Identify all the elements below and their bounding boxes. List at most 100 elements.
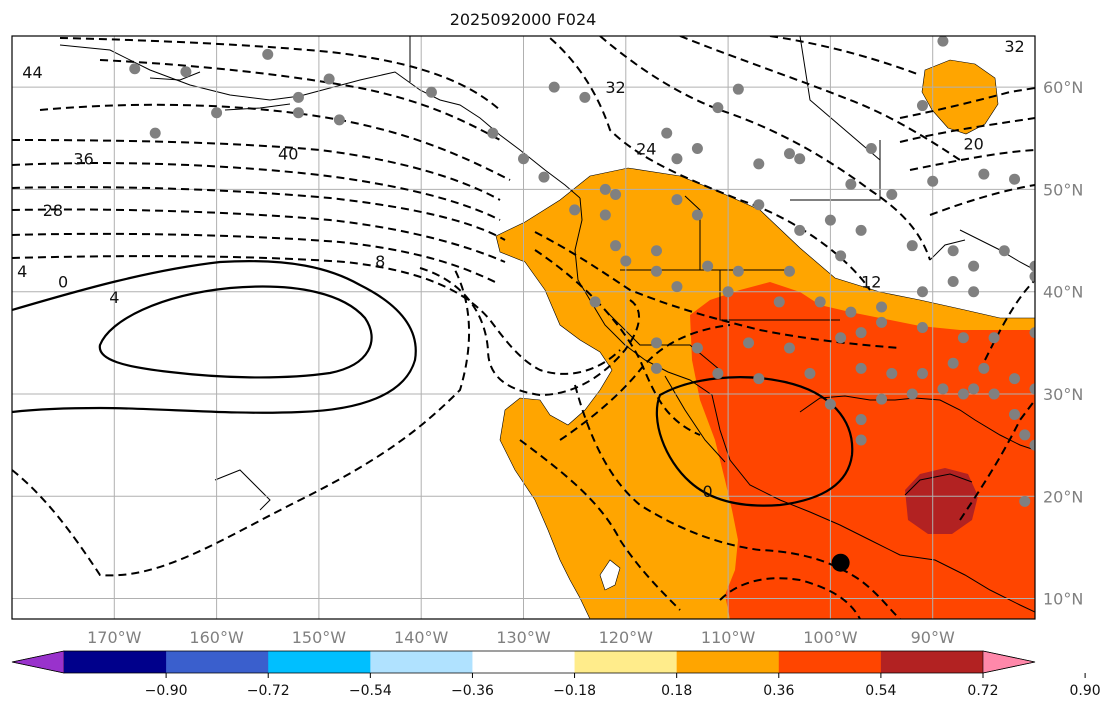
station-dot (569, 204, 581, 216)
station-dot (538, 171, 550, 183)
contour-label-13: 0 (703, 482, 713, 501)
station-dot (855, 327, 867, 339)
latitude-labels: 10°N 20°N 30°N 40°N 50°N 60°N (1043, 78, 1083, 608)
colorbar-tick-label-4: −0.18 (553, 683, 596, 699)
colorbar-extend-low (11, 650, 65, 674)
colorbar-tick-label-3: −0.36 (451, 683, 494, 699)
station-dot (753, 373, 765, 385)
colorbar-tick-label-7: 0.54 (865, 683, 896, 699)
lat-label-4: 50°N (1043, 180, 1083, 199)
colorbar: −0.90 −0.72 −0.54 −0.36 −0.18 0.18 0.36 0.54 0.7… (11, 650, 1101, 699)
colorbar-tick-label-0: −0.90 (145, 683, 188, 699)
station-dot (650, 245, 662, 257)
station-dot (886, 189, 898, 201)
station-dot (1009, 373, 1021, 385)
lon-label-4: 130°W (496, 628, 551, 647)
contour-label-11: 32 (1004, 37, 1024, 56)
station-dot (855, 224, 867, 236)
station-dot (1029, 327, 1035, 339)
station-dot (610, 240, 622, 252)
station-dot (732, 265, 744, 277)
station-dot (650, 265, 662, 277)
colorbar-extend-high (982, 650, 1036, 674)
contour-label-8: 32 (605, 78, 625, 97)
lat-label-3: 40°N (1043, 283, 1083, 302)
contour-label-6: 4 (109, 288, 119, 307)
station-dot (978, 362, 990, 374)
station-dot (845, 178, 857, 190)
dashed-contours (12, 36, 1035, 619)
contour-label-4: 4 (17, 262, 27, 281)
lon-label-0: 170°W (87, 628, 142, 647)
station-dot (599, 183, 611, 195)
map-frame (11, 35, 1036, 620)
lon-label-1: 160°W (189, 628, 244, 647)
station-dot (691, 342, 703, 354)
lat-label-1: 20°N (1043, 487, 1083, 506)
station-dot (579, 91, 591, 103)
station-dot (804, 368, 816, 380)
station-dot (835, 250, 847, 262)
station-dot (1029, 260, 1035, 272)
station-dot (518, 153, 529, 165)
station-dot (998, 245, 1010, 257)
coastlines (59, 36, 1035, 613)
station-dot (916, 322, 928, 333)
station-dot (610, 189, 622, 201)
station-dot (1050, 245, 1061, 256)
colorbar-tick-label-2: −0.54 (349, 683, 392, 699)
station-dot (916, 368, 928, 380)
anomaly-fill-high (905, 468, 978, 534)
station-dot (957, 332, 969, 344)
map-title: 2025092000 F024 (450, 10, 597, 29)
station-dot (968, 260, 980, 272)
station-dot (589, 296, 601, 308)
station-dots (129, 36, 1061, 507)
colorbar-bin-1 (64, 651, 167, 673)
station-dot (824, 214, 836, 226)
station-dot (548, 81, 560, 93)
station-dot (691, 143, 703, 155)
station-dot (886, 368, 898, 380)
contour-label-10: 20 (963, 134, 983, 153)
station-dot (712, 102, 724, 114)
station-dot (620, 255, 632, 267)
station-dot (599, 209, 611, 221)
station-dot (671, 281, 683, 293)
station-dot (937, 36, 949, 47)
contour-label-2: 28 (43, 201, 63, 220)
station-dot (783, 265, 795, 277)
station-dot (968, 286, 980, 298)
station-dot (876, 316, 888, 328)
station-dot (1009, 173, 1021, 185)
colorbar-bin-6 (574, 651, 678, 673)
colorbar-tick-label-8: 0.72 (967, 683, 998, 699)
station-dot (824, 398, 836, 410)
station-dot (855, 434, 867, 446)
lat-label-5: 60°N (1043, 78, 1083, 97)
contour-label-7: 8 (375, 252, 385, 271)
anomaly-fill-low-north (921, 59, 999, 135)
lon-label-6: 110°W (701, 628, 756, 647)
contour-label-12: 12 (861, 272, 881, 291)
ocean-cutout (599, 559, 621, 591)
lon-label-3: 140°W (394, 628, 449, 647)
station-dot (845, 306, 857, 318)
station-dot (691, 209, 703, 221)
contour-label-1: 36 (73, 150, 93, 169)
colorbar-bin-9 (880, 651, 984, 673)
station-dot (753, 158, 765, 170)
contour-label-0: 44 (22, 63, 42, 82)
station-dot (947, 357, 959, 369)
colorbar-tick-label-5: 0.18 (661, 683, 692, 699)
colorbar-tick-label-1: −0.72 (247, 683, 290, 699)
colorbar-bin-7 (676, 651, 780, 673)
station-dot (916, 100, 928, 112)
station-dot (947, 275, 959, 287)
station-dot (292, 107, 304, 119)
station-dot (783, 148, 795, 160)
station-dot (957, 388, 969, 400)
